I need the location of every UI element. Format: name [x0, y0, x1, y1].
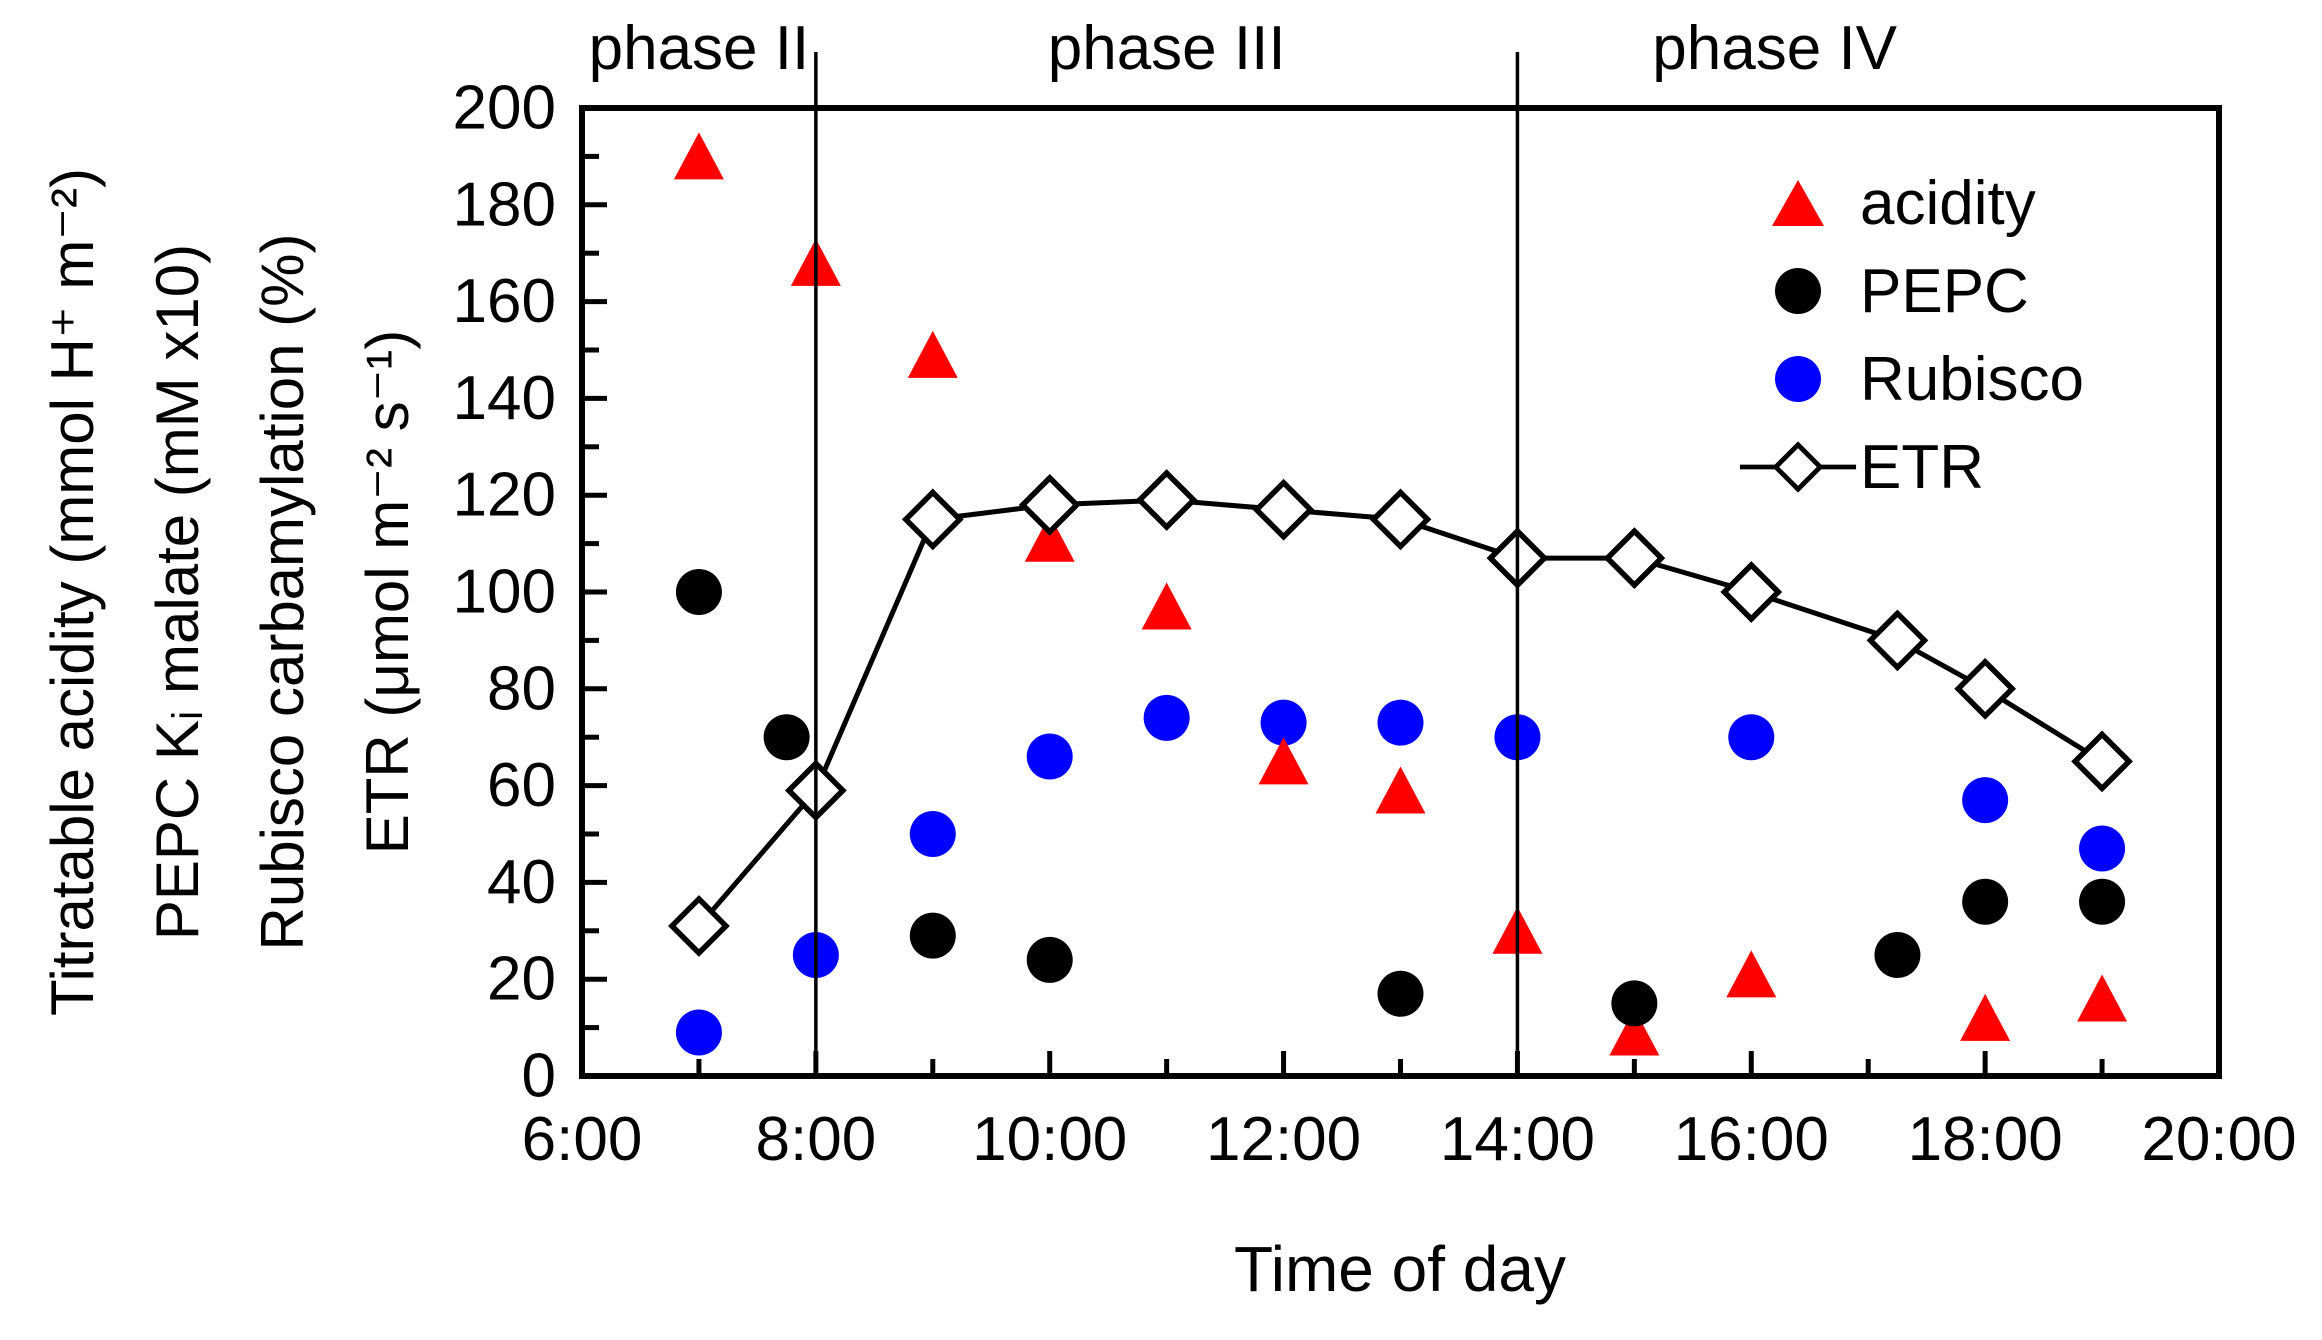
- etr-line-diamond-icon: [1739, 441, 1857, 493]
- series-pepc: [675, 569, 2126, 1027]
- data-point-diamond: [1252, 478, 1315, 541]
- data-point-diamond: [1135, 469, 1198, 531]
- y-axis-title: Titratable acidity (mmol H⁺ m⁻²) PEPC Kᵢ…: [20, 72, 440, 1112]
- data-point-circle: [1377, 970, 1424, 1017]
- data-point-triangle: [1375, 766, 1426, 814]
- data-point-diamond: [1018, 473, 1081, 536]
- data-point-circle: [1026, 733, 1073, 780]
- x-tick-label: 18:00: [1908, 1105, 2063, 1174]
- data-point-diamond: [1369, 488, 1432, 551]
- plot-border: [579, 105, 2222, 1079]
- legend-label-rubisco: Rubisco: [1860, 344, 2084, 414]
- data-point-diamond: [1866, 609, 1929, 672]
- x-tick-label: 8:00: [756, 1105, 877, 1174]
- x-tick-label: 6:00: [522, 1105, 643, 1174]
- y-axis: 0 20 40 60 80 100 120 140 160 180 200: [453, 74, 607, 1111]
- legend-label-pepc: PEPC: [1860, 256, 2029, 326]
- data-point-diamond: [1603, 527, 1666, 590]
- legend-item-acidity: acidity: [1738, 159, 2084, 247]
- y-tick-label: 120: [453, 461, 556, 530]
- legend-label-etr: ETR: [1860, 432, 1984, 502]
- data-point-circle: [2079, 878, 2126, 925]
- rubisco-circle-icon: [1775, 356, 1821, 402]
- legend-item-rubisco: Rubisco: [1738, 335, 2084, 423]
- phase-iii-label: phase III: [1047, 14, 1286, 83]
- x-axis: 6:00 8:00 10:00 12:00 14:00 16:00 18:00 20:00: [522, 1051, 2297, 1174]
- data-point-circle: [1874, 932, 1921, 978]
- data-point-circle: [763, 714, 810, 761]
- x-tick-label: 12:00: [1206, 1105, 1361, 1174]
- series-etr: [668, 469, 2133, 957]
- data-point-circle: [1962, 878, 2009, 925]
- y-tick-label: 160: [453, 267, 556, 336]
- data-point-diamond: [1954, 657, 2017, 720]
- y-axis-title-line-acidity: Titratable acidity (mmol H⁺ m⁻²): [39, 168, 106, 1016]
- y-tick-label: 60: [487, 751, 556, 820]
- data-point-diamond: [901, 488, 964, 551]
- data-point-triangle: [1960, 993, 2011, 1041]
- data-point-diamond: [2071, 730, 2133, 793]
- y-tick-label: 20: [487, 945, 556, 1014]
- y-tick-label: 0: [522, 1042, 556, 1111]
- legend: acidity PEPC Rubisco ETR: [1738, 159, 2084, 511]
- x-tick-label: 14:00: [1440, 1105, 1595, 1174]
- phase-iv-label: phase IV: [1652, 14, 1898, 83]
- data-point-circle: [675, 569, 722, 615]
- phase-ii-label: phase II: [588, 14, 810, 83]
- data-point-circle: [909, 912, 956, 959]
- data-point-circle: [1377, 699, 1424, 746]
- acidity-triangle-icon: [1772, 180, 1824, 226]
- data-point-triangle: [673, 132, 724, 180]
- y-axis-title-line-rubisco: Rubisco carbamylation (%): [249, 233, 316, 951]
- data-point-triangle: [1024, 514, 1075, 562]
- data-point-triangle: [1258, 737, 1309, 785]
- data-point-diamond: [1720, 561, 1783, 623]
- legend-item-pepc: PEPC: [1738, 247, 2084, 335]
- data-point-triangle: [907, 330, 958, 378]
- y-axis-title-line-etr: ETR (μmol m⁻² s⁻¹): [354, 329, 421, 855]
- data-point-circle: [1260, 699, 1307, 746]
- y-tick-label: 140: [453, 364, 556, 433]
- data-point-triangle: [1726, 950, 1777, 998]
- y-tick-label: 40: [487, 848, 556, 917]
- data-point-diamond: [668, 895, 730, 957]
- y-tick-label: 100: [453, 558, 556, 627]
- pepc-circle-icon: [1775, 268, 1821, 314]
- y-tick-label: 180: [453, 170, 556, 239]
- y-axis-title-line-pepc: PEPC Kᵢ malate (mM x10): [144, 243, 211, 941]
- data-point-circle: [2079, 825, 2126, 872]
- data-point-circle: [1728, 714, 1775, 761]
- data-point-triangle: [2077, 974, 2128, 1022]
- data-point-triangle: [1141, 582, 1192, 630]
- data-point-circle: [1611, 980, 1658, 1027]
- y-tick-label: 200: [453, 74, 556, 143]
- legend-label-acidity: acidity: [1860, 168, 2036, 238]
- y-tick-label: 80: [487, 654, 556, 723]
- data-point-circle: [1143, 694, 1190, 741]
- data-point-circle: [1026, 936, 1073, 983]
- x-tick-label: 16:00: [1674, 1105, 1829, 1174]
- x-tick-label: 10:00: [972, 1105, 1127, 1174]
- data-point-circle: [675, 1009, 722, 1056]
- data-point-triangle: [1609, 1008, 1660, 1056]
- x-axis-title: Time of day: [1234, 1233, 1566, 1305]
- data-point-circle: [1962, 777, 2009, 824]
- legend-item-etr: ETR: [1738, 423, 2084, 511]
- data-point-circle: [909, 811, 956, 857]
- x-tick-label: 20:00: [2141, 1105, 2296, 1174]
